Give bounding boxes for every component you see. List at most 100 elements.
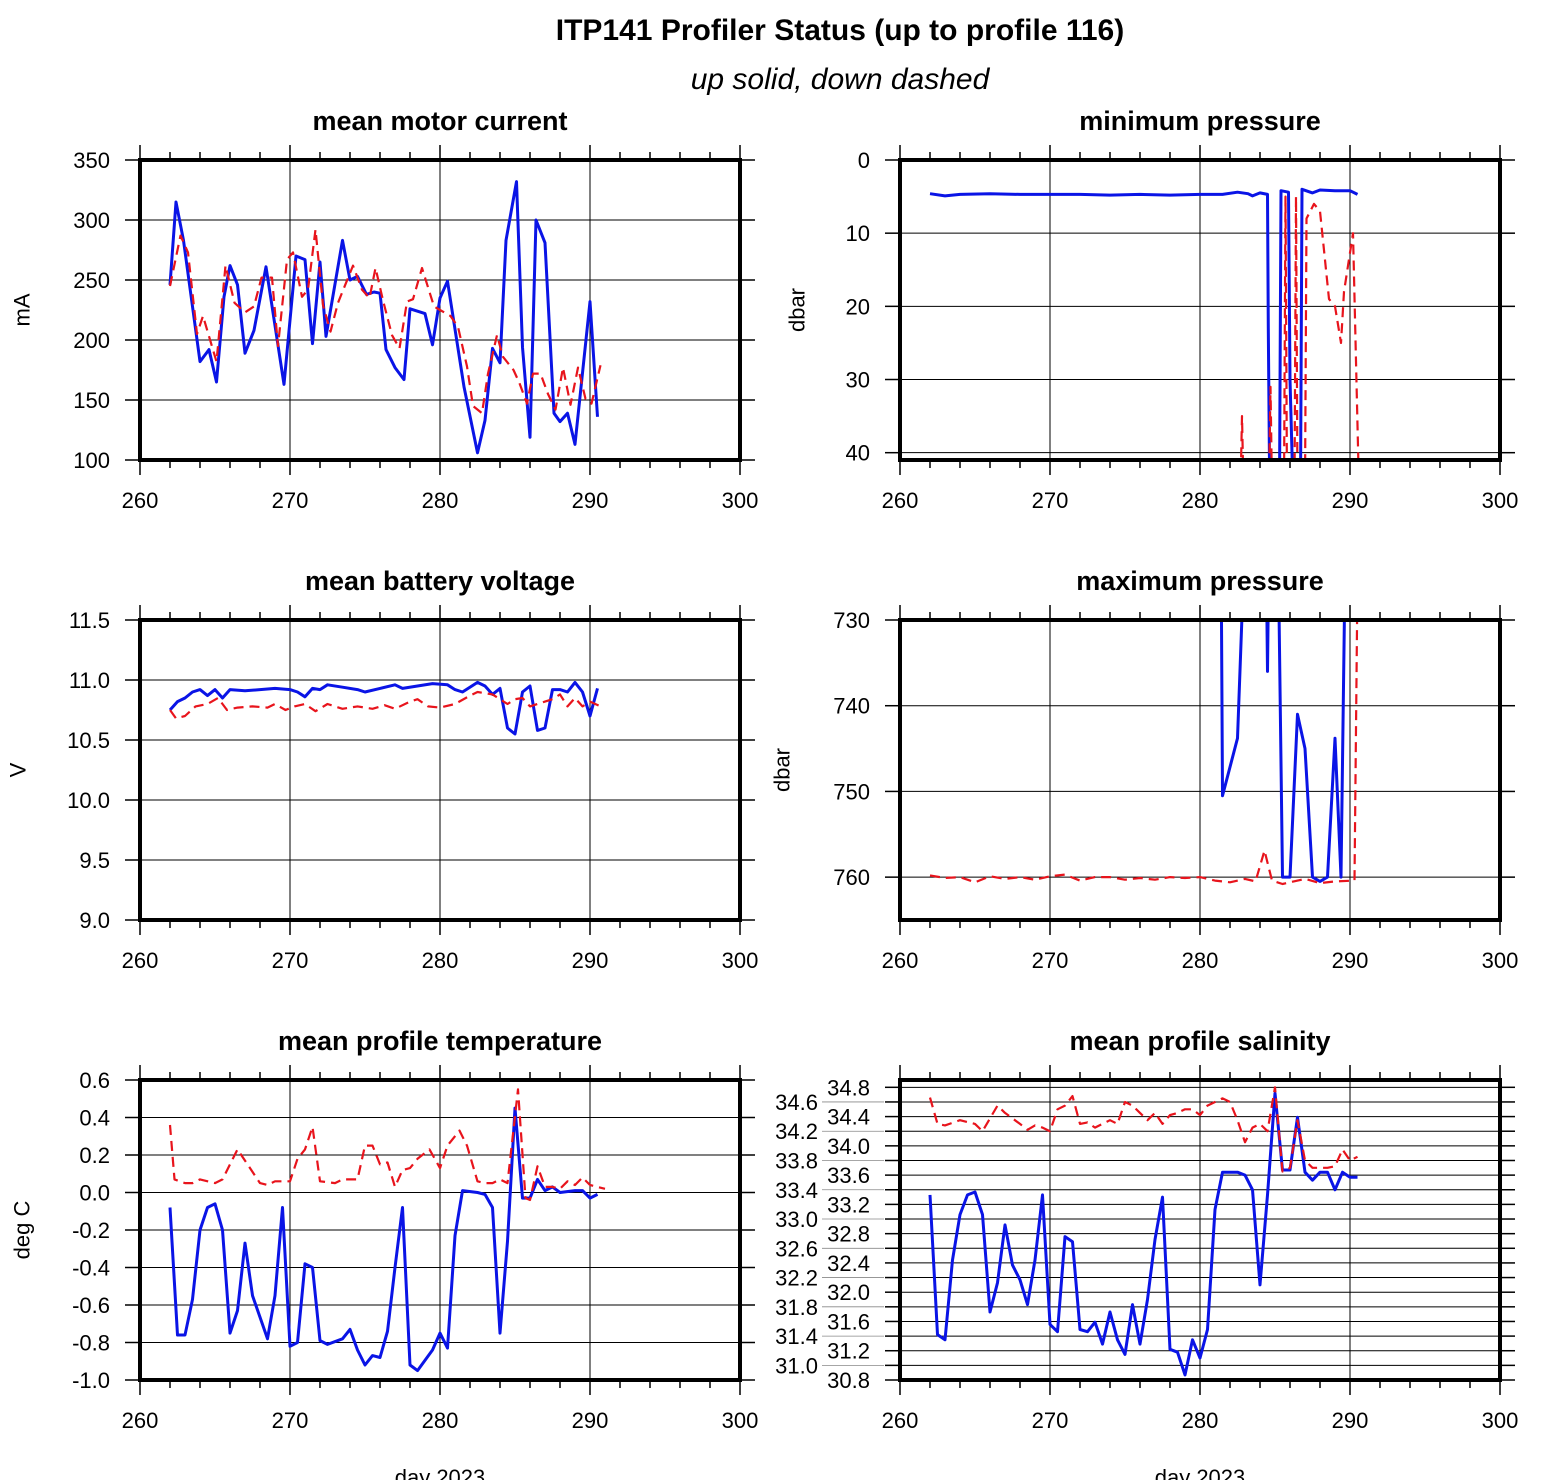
y-tick-label: 10 [846,221,870,246]
up-series-line [168,1106,599,1373]
x-tick-label: 300 [722,488,759,513]
y-tick-label: 32.8 [827,1222,870,1247]
x-tick-label: 270 [1032,948,1069,973]
y-tick-label: 100 [73,448,110,473]
x-axis-label: day 2023 [395,1465,486,1480]
x-tick-label: 260 [122,948,159,973]
panel-mean-motor-current: mean motor current 260 270 280 290 300 100 150 2… [10,106,759,513]
down-series-line [1240,195,1360,460]
y-tick-label: 750 [833,779,870,804]
y-tick-label: 34.8 [827,1075,870,1100]
y-tick-label: 300 [73,208,110,233]
y-tick-label: 30 [846,368,870,393]
x-tick-label: 300 [722,948,759,973]
y-tick-label: 33.4 [775,1178,818,1203]
panel-mean-profile-salinity: mean profile salinity 260 270 280 290 300 30.8… [775,1026,1518,1480]
y-tick-label: 40 [846,441,870,466]
plot-frame [138,618,742,922]
y-tick-label: 150 [73,388,110,413]
y-tick-label: 32.4 [827,1251,870,1276]
y-tick-label: 31.8 [775,1295,818,1320]
y-tick-label: 740 [833,694,870,719]
panel-title: maximum pressure [1076,566,1324,596]
y-tick-label: 32.2 [775,1266,818,1291]
figure-subtitle: up solid, down dashed [691,63,991,96]
y-tick-label: 350 [73,148,110,173]
x-tick-label: 300 [1482,948,1519,973]
y-tick-label: 0.2 [79,1143,110,1168]
y-tick-label: -1.0 [72,1368,110,1393]
panel-title: mean profile salinity [1069,1026,1330,1056]
panel-minimum-pressure: minimum pressure 260 270 280 290 300 0 10 20 30 40… [785,106,1519,513]
x-tick-label: 260 [122,1408,159,1433]
y-tick-label: 33.8 [775,1148,818,1173]
plot-frame [898,158,1502,462]
y-tick-label: 11.0 [69,668,110,693]
down-series-line [168,228,602,415]
panel-title: mean battery voltage [305,566,575,596]
y-tick-label: 0.0 [79,1181,110,1206]
down-series-line [929,620,1359,886]
y-tick-label: 32.0 [827,1280,870,1305]
y-tick-label: 33.6 [827,1163,870,1188]
y-tick-label: 34.4 [827,1105,870,1130]
y-tick-label: -0.4 [72,1256,110,1281]
x-tick-label: 290 [572,488,609,513]
plot-frame [898,618,1502,922]
panel-title: mean motor current [312,106,567,136]
y-tick-label: 11.5 [69,608,110,633]
down-series-line [928,1086,1358,1173]
y-axis-label: dbar [770,748,795,792]
x-tick-label: 260 [882,948,919,973]
x-tick-label: 280 [1182,488,1219,513]
x-tick-label: 270 [272,948,309,973]
down-series-line [168,1088,606,1202]
up-series-line [1219,620,1346,883]
panel-title: minimum pressure [1079,106,1321,136]
y-axis-label: mA [10,293,35,326]
y-tick-label: 0 [858,148,870,173]
panel-mean-battery-voltage: mean battery voltage 260 270 280 290 300 9.0 9.… [6,566,759,973]
y-tick-label: 34.6 [775,1090,818,1115]
up-series-line [168,180,599,455]
y-tick-label: 31.0 [775,1353,818,1378]
y-tick-label: 30.8 [827,1368,870,1393]
plot-frame [898,1078,1502,1382]
y-tick-label: 34.2 [775,1119,818,1144]
x-tick-label: 290 [1332,1408,1369,1433]
x-tick-label: 260 [882,1408,919,1433]
y-tick-label: 32.6 [775,1236,818,1261]
x-tick-label: 270 [272,1408,309,1433]
y-tick-label: 9.0 [79,908,110,933]
up-series-line [929,187,1359,460]
up-series-line [928,1091,1358,1377]
panel-mean-profile-temperature: mean profile temperature 260 270 280 290 300 -… [10,1026,759,1480]
y-tick-label: 10.0 [67,788,110,813]
plot-frame [138,158,742,462]
y-tick-label: 34.0 [827,1134,870,1159]
x-tick-label: 290 [1332,488,1369,513]
y-tick-label: 33.2 [827,1192,870,1217]
x-tick-label: 300 [722,1408,759,1433]
x-tick-label: 270 [1032,1408,1069,1433]
y-tick-label: -0.2 [72,1218,110,1243]
x-tick-label: 260 [122,488,159,513]
x-tick-label: 300 [1482,488,1519,513]
x-tick-label: 290 [572,948,609,973]
y-tick-label: -0.6 [72,1293,110,1318]
y-tick-label: 33.0 [775,1207,818,1232]
x-axis-label: day 2023 [1155,1465,1246,1480]
y-tick-label: 20 [846,294,870,319]
y-axis-label: dbar [785,288,810,332]
x-tick-label: 290 [1332,948,1369,973]
x-tick-label: 280 [422,488,459,513]
figure-title: ITP141 Profiler Status (up to profile 11… [556,14,1124,47]
y-tick-label: 9.5 [79,848,110,873]
y-tick-label: 31.4 [775,1324,818,1349]
y-axis-label: V [6,762,31,777]
x-tick-label: 280 [1182,1408,1219,1433]
y-tick-label: 10.5 [67,728,110,753]
y-axis-label: deg C [10,1201,35,1260]
y-tick-label: -0.8 [72,1331,110,1356]
